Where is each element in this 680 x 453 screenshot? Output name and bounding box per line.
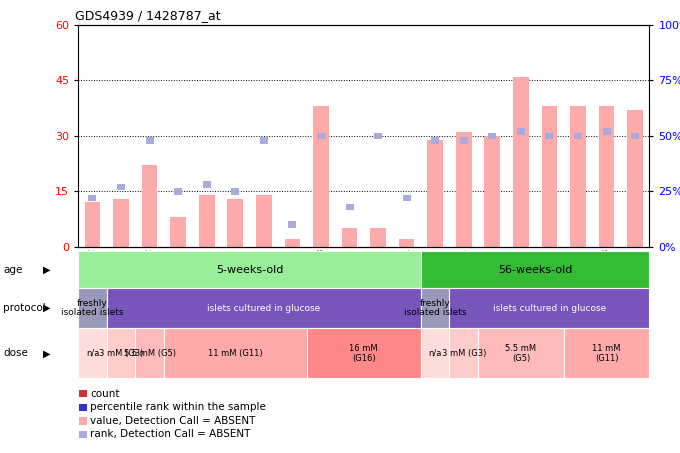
Bar [284,240,301,247]
Bar [141,165,158,247]
Bar [403,195,411,202]
Bar [449,328,478,378]
Bar [170,217,186,247]
Bar [427,140,443,247]
Text: islets cultured in glucose: islets cultured in glucose [207,304,320,313]
Text: n/a: n/a [86,349,99,358]
Bar [313,106,329,247]
Text: GDS4939 / 1428787_at: GDS4939 / 1428787_at [75,10,221,22]
Bar [345,203,354,210]
Bar [256,195,272,247]
Text: 3 mM (G3): 3 mM (G3) [99,349,143,358]
Text: dose: dose [3,348,29,358]
Bar [317,133,325,139]
Bar [84,202,101,247]
Bar [174,188,182,195]
Bar [374,133,382,139]
Bar [478,328,564,378]
Text: percentile rank within the sample: percentile rank within the sample [90,402,267,412]
Bar [456,132,472,247]
Text: 11 mM (G11): 11 mM (G11) [208,349,262,358]
Bar [146,137,154,144]
Bar [574,133,582,139]
Bar [88,195,97,202]
Text: age: age [3,265,22,275]
Bar [484,136,500,247]
Bar [78,288,107,328]
Text: 11 mM
(G11): 11 mM (G11) [592,344,621,363]
Text: 3 mM (G3): 3 mM (G3) [441,349,486,358]
Text: freshly
isolated islets: freshly isolated islets [61,299,124,318]
Text: freshly
isolated islets: freshly isolated islets [404,299,466,318]
Bar [513,77,529,247]
Text: rank, Detection Call = ABSENT: rank, Detection Call = ABSENT [90,429,251,439]
Bar [627,110,643,247]
Bar [631,133,639,139]
Bar [398,240,415,247]
Bar [135,328,164,378]
Text: 56-weeks-old: 56-weeks-old [498,265,573,275]
Bar [421,288,449,328]
Bar [517,128,525,135]
Bar [288,222,296,228]
Bar [107,288,421,328]
Bar [227,199,243,247]
Bar [78,251,421,288]
Bar [203,181,211,188]
Bar [421,251,649,288]
Bar [488,133,496,139]
Bar [598,106,615,247]
Text: 5.5 mM (G5): 5.5 mM (G5) [124,349,175,358]
Bar [199,195,215,247]
Bar [431,137,439,144]
Bar [570,106,586,247]
Text: ▶: ▶ [42,348,50,358]
Text: protocol: protocol [3,303,46,313]
Text: n/a: n/a [428,349,442,358]
Bar [107,328,135,378]
Bar [602,128,611,135]
Text: value, Detection Call = ABSENT: value, Detection Call = ABSENT [90,416,256,426]
Text: ▶: ▶ [42,265,50,275]
Bar [449,288,649,328]
Bar [117,183,125,190]
Bar [78,328,107,378]
Bar [164,328,307,378]
Text: 16 mM
(G16): 16 mM (G16) [350,344,378,363]
Bar [541,106,558,247]
Text: 5.5 mM
(G5): 5.5 mM (G5) [505,344,537,363]
Text: islets cultured in glucose: islets cultured in glucose [493,304,606,313]
Bar [341,228,358,247]
Text: 5-weeks-old: 5-weeks-old [216,265,284,275]
Bar [113,199,129,247]
Bar [231,188,239,195]
Bar [564,328,649,378]
Bar [260,137,268,144]
Bar [545,133,554,139]
Bar [307,328,421,378]
Bar [370,228,386,247]
Bar [421,328,449,378]
Text: count: count [90,389,120,399]
Text: ▶: ▶ [42,303,50,313]
Bar [460,137,468,144]
